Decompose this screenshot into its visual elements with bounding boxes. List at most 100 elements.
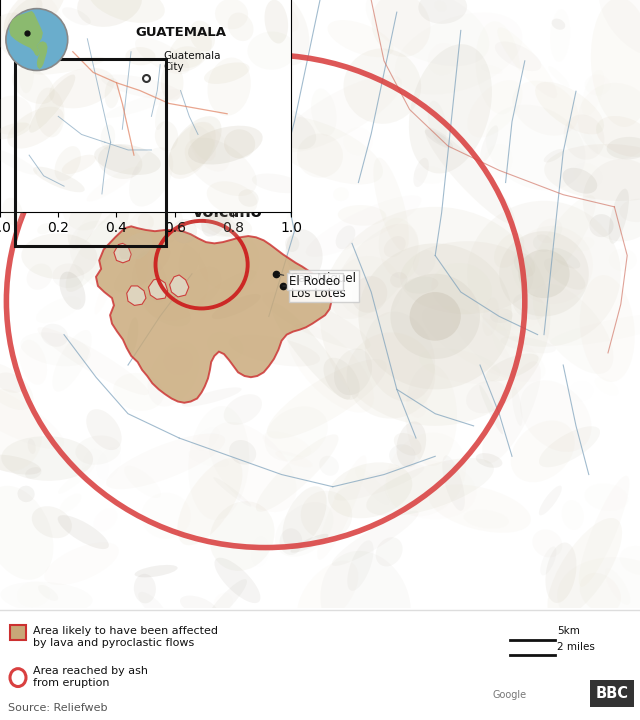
Ellipse shape: [44, 123, 140, 182]
Ellipse shape: [582, 70, 604, 116]
Ellipse shape: [33, 57, 105, 75]
Ellipse shape: [129, 147, 173, 207]
Ellipse shape: [114, 246, 171, 292]
Ellipse shape: [61, 120, 140, 230]
Ellipse shape: [371, 0, 431, 57]
Ellipse shape: [198, 45, 213, 57]
Text: Area reached by ash
from eruption: Area reached by ash from eruption: [33, 667, 148, 688]
Ellipse shape: [25, 467, 42, 479]
Ellipse shape: [256, 434, 339, 512]
Bar: [15, 60, 166, 246]
Ellipse shape: [36, 297, 81, 323]
Ellipse shape: [583, 159, 640, 241]
Ellipse shape: [113, 181, 183, 245]
Ellipse shape: [156, 0, 166, 9]
Ellipse shape: [188, 126, 262, 164]
Ellipse shape: [182, 387, 241, 407]
Circle shape: [499, 231, 589, 316]
Polygon shape: [37, 41, 47, 69]
Ellipse shape: [93, 508, 117, 531]
Polygon shape: [148, 279, 168, 300]
Text: 2 miles: 2 miles: [557, 642, 595, 652]
Ellipse shape: [0, 389, 42, 472]
Polygon shape: [96, 226, 332, 402]
Ellipse shape: [41, 324, 68, 347]
Ellipse shape: [35, 130, 63, 150]
Ellipse shape: [533, 235, 553, 252]
Ellipse shape: [584, 75, 611, 95]
Ellipse shape: [0, 149, 37, 175]
Ellipse shape: [76, 436, 121, 464]
Ellipse shape: [544, 258, 586, 290]
Text: San Miguel
Los Lotes: San Miguel Los Lotes: [283, 272, 356, 300]
Ellipse shape: [148, 211, 170, 229]
Ellipse shape: [467, 80, 522, 138]
Ellipse shape: [241, 28, 263, 64]
Ellipse shape: [332, 510, 419, 566]
Ellipse shape: [550, 248, 580, 269]
Ellipse shape: [332, 224, 419, 319]
Ellipse shape: [607, 137, 640, 159]
Ellipse shape: [127, 318, 138, 354]
Ellipse shape: [497, 27, 557, 98]
Ellipse shape: [132, 240, 209, 320]
Polygon shape: [9, 11, 43, 56]
Ellipse shape: [189, 122, 230, 171]
Ellipse shape: [552, 19, 565, 30]
Ellipse shape: [165, 131, 250, 213]
Bar: [590, 680, 634, 706]
Ellipse shape: [19, 340, 47, 384]
Ellipse shape: [476, 453, 502, 468]
Ellipse shape: [52, 264, 84, 288]
Ellipse shape: [101, 74, 183, 100]
Ellipse shape: [17, 582, 50, 607]
Ellipse shape: [238, 0, 299, 32]
Ellipse shape: [44, 542, 119, 585]
Ellipse shape: [62, 7, 91, 25]
Ellipse shape: [120, 233, 152, 261]
Ellipse shape: [419, 0, 467, 24]
Ellipse shape: [113, 373, 164, 411]
Ellipse shape: [539, 485, 562, 516]
Ellipse shape: [365, 312, 435, 402]
Ellipse shape: [562, 500, 584, 530]
Text: El Rodeo: El Rodeo: [279, 274, 340, 288]
Ellipse shape: [105, 78, 120, 108]
Ellipse shape: [605, 568, 630, 605]
Ellipse shape: [65, 207, 129, 292]
Ellipse shape: [252, 174, 303, 193]
Ellipse shape: [138, 213, 154, 230]
Ellipse shape: [118, 199, 173, 260]
Text: GUATEMALA: GUATEMALA: [135, 26, 226, 39]
Ellipse shape: [177, 458, 243, 545]
Ellipse shape: [263, 107, 316, 149]
Ellipse shape: [224, 395, 262, 425]
Ellipse shape: [321, 551, 411, 658]
Ellipse shape: [138, 121, 221, 207]
Ellipse shape: [548, 66, 569, 87]
Ellipse shape: [545, 542, 577, 603]
Ellipse shape: [205, 214, 252, 237]
Ellipse shape: [14, 23, 24, 40]
Ellipse shape: [155, 121, 178, 151]
Ellipse shape: [49, 68, 115, 109]
Ellipse shape: [134, 565, 178, 577]
Ellipse shape: [591, 0, 640, 127]
Ellipse shape: [40, 185, 60, 206]
Ellipse shape: [201, 183, 237, 237]
Ellipse shape: [301, 491, 352, 539]
Ellipse shape: [27, 264, 52, 289]
Ellipse shape: [285, 211, 296, 235]
Ellipse shape: [620, 546, 640, 575]
Ellipse shape: [207, 58, 251, 116]
Ellipse shape: [413, 158, 429, 187]
Ellipse shape: [98, 145, 142, 179]
Ellipse shape: [221, 83, 252, 103]
Ellipse shape: [124, 466, 161, 498]
Ellipse shape: [1, 436, 93, 481]
Ellipse shape: [224, 130, 255, 158]
Ellipse shape: [262, 116, 383, 184]
Ellipse shape: [346, 333, 435, 418]
Ellipse shape: [404, 276, 438, 294]
Ellipse shape: [58, 515, 109, 549]
